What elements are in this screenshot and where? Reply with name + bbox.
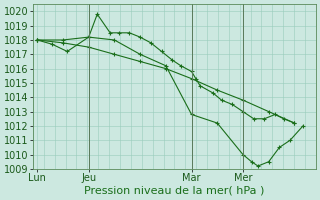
X-axis label: Pression niveau de la mer( hPa ): Pression niveau de la mer( hPa ) — [84, 186, 265, 196]
